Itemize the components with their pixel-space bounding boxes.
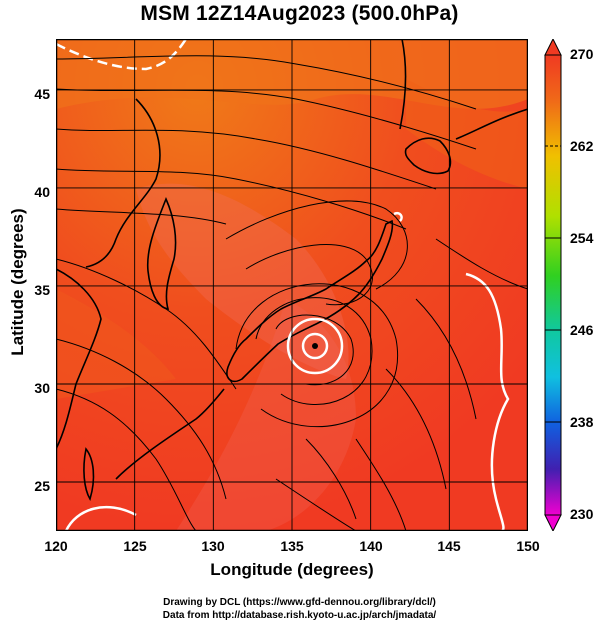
colorbar-top-arrow [544,39,562,56]
korea-coast [146,196,177,310]
plot-frame [56,39,528,531]
x-tick-label: 120 [44,538,68,554]
typhoon-contour-outer [286,317,344,375]
graticule [56,39,528,531]
x-tick-label: 145 [437,538,461,554]
streamline [415,298,477,420]
credit-line-data: Data from http://database.rish.kyoto-u.a… [162,610,437,621]
colorbar [544,39,562,531]
japan-coast [226,219,394,383]
x-tick-label: 125 [123,538,147,554]
colorbar-gradient [544,54,562,516]
colorbar-label: 270 [570,46,594,62]
chart-title: MSM 12Z14Aug2023 (500.0hPa) [140,2,459,25]
streamline [56,208,227,225]
colorbar-bottom-arrow [544,514,562,531]
streamline [245,244,373,306]
streamline [56,388,197,531]
streamline [56,88,477,150]
streamline [435,238,528,290]
map-plot [56,39,528,531]
streamline [305,438,357,520]
colorbar-label: 238 [570,414,594,430]
y-tick-label: 35 [34,282,50,298]
streamline [56,128,437,190]
taiwan-coast [83,447,95,501]
streamline [275,314,354,386]
kuril-coast [455,108,528,140]
x-tick-label: 140 [359,538,383,554]
streamline [235,283,399,428]
y-tick-label: 30 [34,380,50,396]
y-tick-label: 40 [34,184,50,200]
x-axis-label: Longitude (degrees) [210,560,374,579]
streamline [56,55,477,110]
streamline [275,478,357,531]
temperature-contours [56,39,510,531]
contour-line [64,505,137,531]
streamline [355,438,407,531]
streamline [56,258,237,390]
colorbar-label: 254 [570,230,594,246]
streamline [56,168,407,230]
x-tick-label: 135 [280,538,304,554]
x-tick-label: 130 [201,538,225,554]
colorbar-label: 246 [570,322,594,338]
ryukyu-coast [115,388,225,480]
sakhalin-coast [399,39,407,130]
warm-patch [56,289,176,399]
contour-line [465,272,510,531]
streamline [385,368,447,490]
colorbar-label: 262 [570,138,594,154]
streamline [225,200,408,290]
contour-line [393,212,403,222]
typhoon-contour-inner [301,332,329,360]
x-tick-label: 150 [516,538,540,554]
y-axis-label: Latitude (degrees) [8,208,27,356]
contour-line [56,39,188,71]
continent-coast [85,98,161,268]
hokkaido-coast [404,137,452,175]
y-tick-label: 45 [34,86,50,102]
typhoon-center [312,343,318,349]
colorbar-label: 230 [570,506,594,522]
y-tick-label: 25 [34,478,50,494]
credit-line-drawing: Drawing by DCL (https://www.gfd-dennou.o… [163,597,436,608]
cool-patch [136,183,349,379]
